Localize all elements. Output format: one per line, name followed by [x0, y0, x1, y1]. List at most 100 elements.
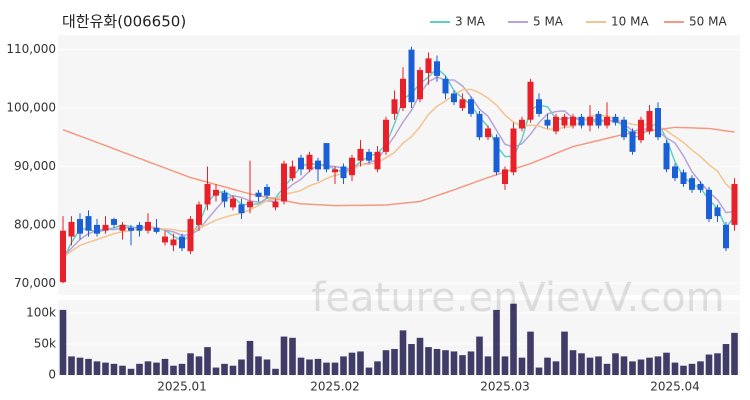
- volume-bar: [535, 367, 543, 375]
- volume-bar: [637, 359, 645, 375]
- candle-body: [689, 178, 695, 190]
- candle-body: [570, 116, 576, 126]
- volume-bar: [374, 361, 381, 375]
- y-tick-label: 0: [48, 368, 56, 382]
- candle-body: [425, 58, 432, 73]
- volume-bar: [493, 309, 500, 375]
- legend-label: 10 MA: [611, 15, 649, 29]
- volume-bar: [663, 352, 670, 375]
- volume-bar: [204, 347, 211, 375]
- candle-body: [731, 183, 738, 225]
- legend-label: 3 MA: [455, 15, 486, 29]
- candle-body: [417, 70, 423, 100]
- volume-bar: [68, 356, 75, 375]
- candle-body: [136, 224, 143, 231]
- candle-body: [519, 119, 525, 129]
- candle-body: [672, 166, 678, 179]
- volume-bar: [297, 357, 305, 375]
- volume-bar: [365, 367, 373, 375]
- volume-bar: [195, 356, 203, 375]
- candle-body: [621, 119, 627, 138]
- volume-bar: [323, 362, 330, 375]
- volume-bar: [688, 363, 696, 375]
- candle-body: [468, 99, 474, 114]
- candle-body: [451, 93, 457, 103]
- y-tick-label: 90,000: [14, 159, 56, 173]
- volume-bar: [170, 365, 177, 375]
- volume-bar: [93, 361, 101, 375]
- volume-bar: [705, 354, 713, 375]
- volume-bar: [255, 356, 262, 375]
- volume-bar: [76, 357, 84, 375]
- volume-bar: [144, 361, 152, 375]
- price-panel: [58, 35, 740, 295]
- volume-bar: [552, 361, 560, 375]
- candle-body: [536, 99, 542, 114]
- candle-body: [476, 113, 483, 138]
- candle-body: [230, 198, 236, 208]
- candle-body: [646, 110, 653, 132]
- volume-bar: [527, 331, 534, 375]
- candle-body: [332, 169, 338, 173]
- candle-body: [697, 183, 704, 190]
- candle-body: [162, 236, 168, 243]
- volume-bar: [127, 368, 135, 375]
- x-tick-label: 2025.02: [310, 380, 360, 394]
- volume-bar: [306, 359, 313, 375]
- volume-bar: [357, 351, 364, 375]
- chart-title: 대한유화(006650): [62, 13, 186, 31]
- candle-body: [221, 192, 228, 202]
- candle-body: [442, 78, 449, 94]
- volume-bar: [450, 351, 458, 375]
- volume-bar: [399, 330, 407, 375]
- candle-body: [289, 166, 296, 179]
- candle-body: [655, 108, 661, 138]
- volume-bar: [629, 361, 636, 375]
- candle-body: [255, 192, 262, 197]
- candle-body: [502, 169, 508, 184]
- volume-bar: [280, 336, 288, 375]
- candle-body: [281, 163, 287, 202]
- candle-body: [213, 189, 219, 196]
- candle-body: [374, 151, 381, 170]
- candle-body: [553, 116, 559, 132]
- candle-body: [459, 99, 466, 109]
- y-tick-label: 50k: [34, 337, 56, 351]
- candle-body: [170, 239, 177, 246]
- candle-body: [578, 116, 585, 126]
- candle-body: [493, 137, 500, 173]
- candle-body: [612, 116, 619, 123]
- candle-body: [544, 119, 551, 126]
- volume-bar: [433, 348, 441, 375]
- volume-bar: [119, 365, 126, 375]
- x-tick-label: 2025.04: [650, 380, 700, 394]
- volume-bar: [391, 348, 398, 375]
- candle-body: [145, 221, 151, 231]
- candle-body: [306, 154, 313, 170]
- volume-bar: [620, 356, 628, 375]
- volume-bar: [680, 365, 687, 375]
- candle-body: [60, 230, 66, 283]
- volume-bar: [289, 337, 296, 375]
- volume-bar: [612, 353, 619, 375]
- x-tick-label: 2025.01: [157, 380, 207, 394]
- y-tick-label: 100k: [26, 306, 56, 320]
- volume-bar: [59, 309, 67, 375]
- candle-body: [196, 204, 202, 225]
- candle-body: [298, 157, 304, 170]
- candle-body: [68, 221, 75, 237]
- volume-bar: [510, 303, 517, 375]
- volume-bar: [314, 358, 322, 375]
- volume-bar: [178, 363, 186, 375]
- candle-body: [595, 113, 602, 126]
- candle-body: [272, 201, 279, 208]
- volume-bar: [578, 353, 585, 375]
- volume-bar: [161, 358, 169, 375]
- volume-bar: [102, 362, 109, 375]
- candle-body: [94, 224, 100, 234]
- volume-bar: [136, 363, 143, 375]
- candle-body: [247, 201, 253, 208]
- candle-body: [714, 207, 721, 217]
- volume-bar: [518, 357, 526, 375]
